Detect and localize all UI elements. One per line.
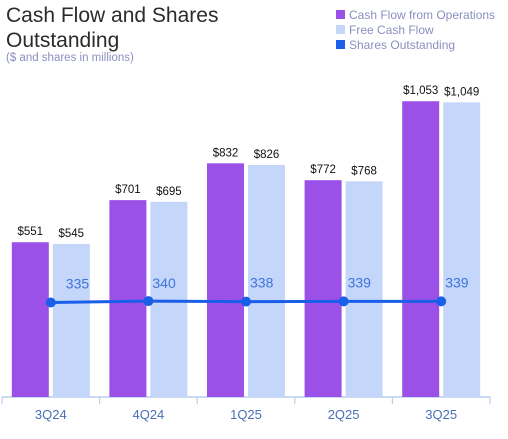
legend-label-operations: Cash Flow from Operations	[349, 7, 496, 22]
bar-operations	[11, 242, 49, 397]
shares-value-label: 338	[250, 275, 274, 291]
bar-value-label: $695	[156, 186, 182, 198]
shares-point	[143, 296, 154, 307]
bar-operations	[207, 163, 244, 397]
x-tick-label: 2Q25	[328, 407, 360, 422]
bar-value-label: $701	[115, 184, 141, 196]
bar-operations	[109, 200, 147, 397]
bar-free-cash-flow	[248, 165, 285, 397]
shares-value-label: 339	[348, 274, 372, 290]
shares-point	[45, 297, 56, 308]
bar-value-label: $1,053	[403, 85, 438, 97]
x-tick-label: 3Q24	[35, 407, 67, 422]
bar-value-label: $826	[254, 149, 280, 161]
legend-label-shares: Shares Outstanding	[349, 37, 456, 52]
x-tick-label: 1Q25	[230, 407, 262, 422]
shares-point	[241, 296, 251, 307]
shares-value-label: 335	[66, 275, 90, 291]
chart-title-line-1: Cash Flow and Shares	[6, 4, 219, 27]
shares-point	[436, 296, 447, 307]
x-tick-label: 3Q25	[425, 407, 457, 422]
legend-swatch-shares	[336, 40, 345, 49]
chart-legend: Cash Flow from Operations Free Cash Flow…	[336, 7, 495, 52]
chart-subtitle: ($ and shares in millions)	[6, 52, 134, 64]
bar-operations	[402, 101, 440, 397]
bar-value-label: $1,049	[444, 86, 479, 98]
bar-value-label: $772	[310, 164, 336, 176]
bar-free-cash-flow	[52, 243, 90, 397]
legend-item-free-cash-flow: Free Cash Flow	[336, 22, 495, 37]
bar-value-label: $545	[59, 228, 85, 240]
bar-value-label: $551	[18, 226, 44, 238]
x-tick-label: 4Q24	[132, 407, 164, 422]
shares-value-label: 340	[152, 275, 176, 291]
legend-item-shares: Shares Outstanding	[336, 37, 495, 52]
shares-point	[338, 296, 349, 307]
legend-swatch-free-cash-flow	[336, 25, 345, 34]
legend-swatch-operations	[336, 10, 345, 19]
bar-free-cash-flow	[345, 181, 383, 397]
legend-item-operations: Cash Flow from Operations	[336, 7, 495, 22]
legend-label-free-cash-flow: Free Cash Flow	[349, 22, 434, 37]
bar-operations	[304, 180, 342, 397]
chart-title: Cash Flow and Shares Outstanding	[6, 3, 218, 53]
bar-value-label: $832	[213, 147, 239, 159]
chart-title-line-2: Outstanding	[6, 29, 120, 52]
bar-free-cash-flow	[150, 201, 188, 397]
bar-value-label: $768	[351, 165, 377, 177]
shares-value-label: 339	[445, 274, 469, 290]
bar-free-cash-flow	[443, 102, 481, 397]
